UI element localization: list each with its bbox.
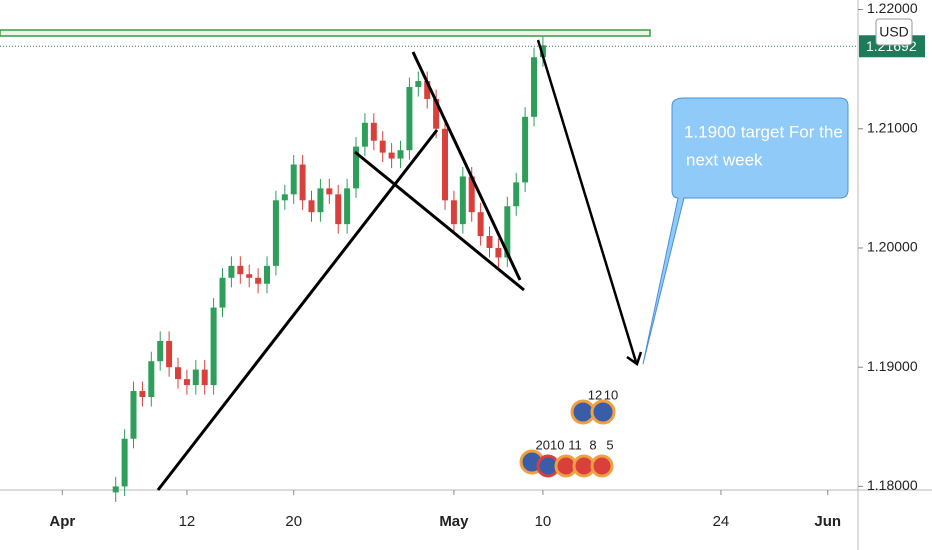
x-tick-label: 24 — [713, 513, 730, 530]
event-count: 2010 — [536, 437, 565, 452]
y-tick-label: 1.21000 — [867, 119, 918, 135]
candle-body — [531, 57, 538, 117]
y-tick-label: 1.20000 — [867, 239, 918, 255]
arrow-head — [626, 351, 643, 366]
candle-body — [539, 45, 546, 58]
x-tick-label: 10 — [535, 513, 552, 530]
candle-body — [450, 200, 457, 225]
candle-body — [424, 81, 431, 99]
resistance-level — [0, 29, 651, 37]
candle-body — [299, 164, 306, 201]
candle-body — [388, 152, 395, 159]
candle-body — [335, 194, 342, 225]
candle-body — [183, 379, 190, 386]
candle-body — [112, 486, 119, 493]
candle-body — [326, 188, 333, 195]
currency: USD — [879, 24, 909, 40]
x-tick-label: Apr — [49, 513, 75, 530]
currency-box — [875, 18, 913, 46]
candle-body — [442, 128, 449, 201]
candle-body — [486, 236, 493, 248]
candle-body — [433, 98, 440, 129]
candle-body — [192, 369, 199, 386]
callout-text: next week — [686, 150, 763, 169]
candle-body — [130, 391, 137, 439]
wedge-line — [354, 150, 525, 292]
candle-body — [468, 176, 475, 213]
x-tick-label: 20 — [285, 513, 302, 530]
candles — [0, 35, 858, 502]
candle-body — [397, 150, 404, 159]
events: 12 10 2010 11 8 5 — [519, 387, 618, 478]
candle-body — [139, 391, 146, 398]
event-count: 8 — [589, 437, 596, 452]
candle-body — [477, 212, 484, 237]
candle-body — [415, 81, 422, 88]
candle-body — [175, 367, 182, 380]
callout-text: 1.1900 target For the — [684, 122, 843, 141]
candle-body — [344, 188, 351, 225]
candle-body — [513, 182, 520, 207]
candle-body — [264, 265, 271, 284]
y-tick-label: 1.18000 — [867, 477, 918, 493]
candle-body — [379, 140, 386, 153]
candle-body — [166, 340, 173, 368]
x-tick-label: Jun — [814, 513, 841, 530]
candle-body — [317, 188, 324, 213]
trend-line — [156, 129, 439, 491]
x-tick-label: 12 — [179, 513, 196, 530]
event-icon — [590, 454, 614, 478]
candle-body — [281, 194, 288, 201]
candle-body — [157, 340, 164, 362]
candle-body — [246, 274, 253, 278]
candle-body — [121, 438, 128, 487]
candle-body — [201, 369, 208, 386]
candle-body — [237, 265, 244, 275]
candle-body — [504, 206, 511, 258]
candle-body — [406, 87, 413, 151]
event-count: 11 — [568, 437, 582, 452]
y-tick-label: 1.19000 — [867, 358, 918, 374]
candle-body — [219, 277, 226, 308]
candle-body — [495, 247, 502, 258]
event-icon — [590, 399, 616, 425]
candle-body — [255, 277, 262, 284]
event-count: 12 — [588, 387, 602, 402]
candle-body — [459, 176, 466, 225]
candle-body — [308, 200, 315, 213]
event-count: 5 — [606, 437, 613, 452]
candle-body — [522, 116, 529, 183]
candle-body — [148, 361, 155, 398]
y-tick-label: 1.22000 — [867, 0, 918, 16]
event-count: 10 — [604, 387, 618, 402]
candle-body — [361, 122, 368, 147]
candle-body — [290, 164, 297, 195]
wedge-line — [411, 51, 522, 281]
candle-body — [370, 122, 377, 141]
x-tick-label: May — [439, 513, 469, 530]
callout — [642, 97, 849, 365]
drawings: 1.1900 target For the next week — [0, 29, 849, 491]
candle-body — [210, 307, 217, 386]
candle-body — [353, 146, 360, 189]
candle-body — [272, 200, 279, 266]
arrow — [536, 39, 638, 363]
candle-body — [228, 265, 235, 278]
